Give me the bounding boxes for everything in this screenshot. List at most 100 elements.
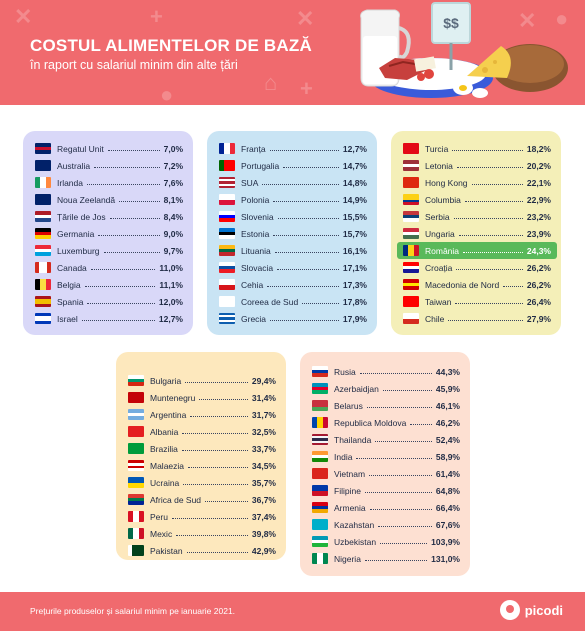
- country-row: Armenia 66,4%: [312, 499, 460, 516]
- dot-leader: [205, 501, 248, 502]
- country-name: Pakistan: [150, 545, 183, 556]
- cost-percentage: 34,5%: [251, 460, 276, 471]
- country-row: Canada 11,0%: [35, 259, 183, 276]
- country-group-5: Rusia 44,3% Azerbaidjan 45,9% Belarus 46,1% Re…: [300, 352, 470, 576]
- cost-percentage: 64,8%: [435, 485, 460, 496]
- country-name: Belarus: [334, 400, 363, 411]
- cost-percentage: 52,4%: [435, 434, 460, 445]
- dot-leader: [364, 492, 432, 493]
- country-row: Cehia 17,3%: [219, 276, 367, 293]
- country-name: Columbia: [425, 194, 461, 205]
- country-row: Regatul Unit 7,0%: [35, 140, 183, 157]
- flag-nz-icon: [35, 194, 51, 205]
- flag-my-icon: [128, 460, 144, 471]
- cost-percentage: 46,2%: [435, 417, 460, 428]
- cost-percentage: 23,9%: [526, 228, 551, 239]
- country-row: Coreea de Sud 17,8%: [219, 293, 367, 310]
- flag-bg-icon: [128, 375, 144, 386]
- country-row: Peru 37,4%: [128, 508, 276, 525]
- country-row: Polonia 14,9%: [219, 191, 367, 208]
- cost-percentage: 7,2%: [163, 160, 183, 171]
- cost-percentage: 45,9%: [435, 383, 460, 394]
- country-row: Macedonia de Nord 26,2%: [403, 276, 551, 293]
- cost-percentage: 32,5%: [251, 426, 276, 437]
- dot-leader: [458, 235, 523, 236]
- brand-logo[interactable]: picodi: [499, 600, 563, 620]
- flag-md-icon: [312, 417, 328, 428]
- dot-leader: [453, 218, 523, 219]
- country-name: Lituania: [241, 245, 271, 256]
- flag-cz-icon: [219, 279, 235, 290]
- country-name: Franța: [241, 143, 266, 154]
- groceries-illustration: $$: [360, 2, 568, 98]
- flag-au-icon: [35, 160, 51, 171]
- cost-percentage: 131,0%: [431, 553, 460, 564]
- flag-ie-icon: [35, 177, 51, 188]
- flag-ro-icon: [403, 245, 419, 256]
- cost-percentage: 22,9%: [526, 194, 551, 205]
- dot-leader: [277, 269, 339, 270]
- flag-es-icon: [35, 296, 51, 307]
- country-row: Israel 12,7%: [35, 310, 183, 327]
- country-row: Malaezia 34,5%: [128, 457, 276, 474]
- country-row: Azerbaidjan 45,9%: [312, 380, 460, 397]
- flag-az-icon: [312, 383, 328, 394]
- close-deco-icon: ✕: [518, 8, 537, 33]
- country-name: Filipine: [334, 485, 361, 496]
- country-name: Irlanda: [57, 177, 83, 188]
- dot-leader: [98, 235, 160, 236]
- country-name: Malaezia: [150, 460, 185, 471]
- country-name: Ucraina: [150, 477, 180, 488]
- country-name: Australia: [57, 160, 91, 171]
- flag-fr-icon: [219, 143, 235, 154]
- cost-percentage: 31,7%: [251, 409, 276, 420]
- country-name: Cehia: [241, 279, 264, 290]
- cost-percentage: 17,1%: [342, 262, 367, 273]
- country-row: Irlanda 7,6%: [35, 174, 183, 191]
- country-group-3: Turcia 18,2% Letonia 20,2% Hong Kong 22,1% Col…: [391, 131, 561, 335]
- header-banner: ✕ + ✕ ⌂ + ● ✕ ● COSTUL ALIMENTELOR DE BA…: [0, 0, 585, 105]
- dot-leader: [171, 518, 248, 519]
- cost-percentage: 11,1%: [159, 279, 183, 290]
- country-name: Africa de Sud: [150, 494, 202, 505]
- country-row: Lituania 16,1%: [219, 242, 367, 259]
- flag-rs-icon: [403, 211, 419, 222]
- country-row: Nigeria 131,0%: [312, 550, 460, 567]
- flag-pk-icon: [128, 545, 144, 556]
- country-name: Argentina: [150, 409, 187, 420]
- country-row: Croația 26,2%: [403, 259, 551, 276]
- country-row: Mexic 39,8%: [128, 525, 276, 542]
- country-row: Estonia 15,7%: [219, 225, 367, 242]
- country-name: Canada: [57, 262, 87, 273]
- cost-percentage: 14,8%: [342, 177, 367, 188]
- flag-us-icon: [219, 177, 235, 188]
- cost-percentage: 8,4%: [163, 211, 183, 222]
- country-name: Serbia: [425, 211, 450, 222]
- flag-lu-icon: [35, 245, 51, 256]
- country-name: Coreea de Sud: [241, 296, 299, 307]
- flag-lv-icon: [403, 160, 419, 171]
- flag-vn-icon: [312, 468, 328, 479]
- country-name: SUA: [241, 177, 259, 188]
- country-name: Hong Kong: [425, 177, 468, 188]
- country-name: Taiwan: [425, 296, 452, 307]
- flag-in-icon: [312, 451, 328, 462]
- country-name: Regatul Unit: [57, 143, 104, 154]
- country-name: Israel: [57, 313, 78, 324]
- country-row: SUA 14,8%: [219, 174, 367, 191]
- cost-percentage: 7,6%: [163, 177, 183, 188]
- cost-percentage: 12,7%: [342, 143, 367, 154]
- dot-leader: [87, 184, 160, 185]
- flag-ar-icon: [128, 409, 144, 420]
- flag-pl-icon: [219, 194, 235, 205]
- flag-il-icon: [35, 313, 51, 324]
- flag-pt-icon: [219, 160, 235, 171]
- dot-leader: [369, 509, 432, 510]
- dot-leader: [464, 201, 523, 202]
- country-row: Ucraina 35,7%: [128, 474, 276, 491]
- country-name: India: [334, 451, 353, 462]
- dot-leader: [366, 407, 432, 408]
- dot-leader: [270, 320, 339, 321]
- dot-leader: [471, 184, 523, 185]
- dot-leader: [188, 467, 248, 468]
